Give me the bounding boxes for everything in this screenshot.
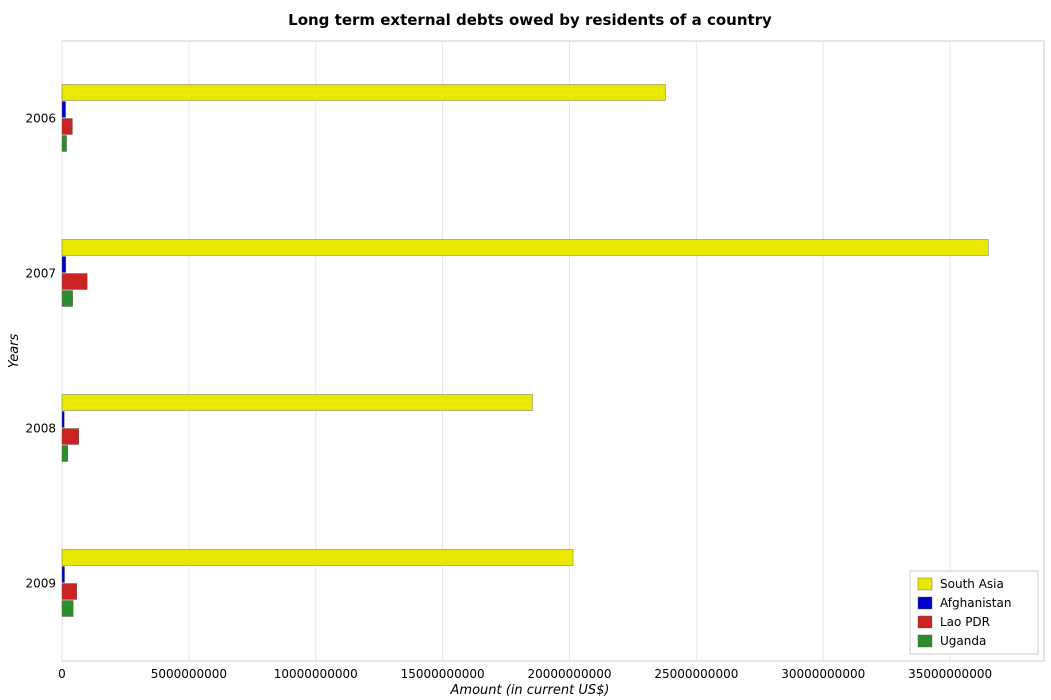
plot-area: [61, 40, 1045, 662]
x-tick-label: 10000000000: [274, 667, 358, 681]
legend-label: Lao PDR: [940, 615, 990, 629]
legend-label: South Asia: [940, 577, 1004, 591]
bar-south-asia-2008: [61, 394, 533, 411]
legend-swatch: [917, 634, 933, 648]
x-tick-label: 30000000000: [781, 667, 865, 681]
x-tick-label: 25000000000: [654, 667, 738, 681]
legend: South Asia Afghanistan Lao PDR Uganda: [909, 570, 1039, 655]
bar-lao-pdr-2009: [61, 583, 77, 600]
grid: [61, 41, 951, 661]
bar-lao-pdr-2006: [61, 118, 73, 135]
bar-afghanistan-2006: [61, 101, 66, 118]
x-tick-label: 35000000000: [908, 667, 992, 681]
x-tick-label: 20000000000: [528, 667, 612, 681]
x-tick-label: 5000000000: [151, 667, 227, 681]
bars: [61, 84, 989, 617]
x-tick-labels: 0 5000000000 10000000000 15000000000 2000000…: [58, 667, 992, 681]
bar-south-asia-2007: [61, 239, 989, 256]
x-axis-title: Amount (in current US$): [450, 683, 610, 698]
bar-lao-pdr-2007: [61, 273, 88, 290]
bar-afghanistan-2008: [61, 411, 65, 428]
legend-label: Uganda: [940, 634, 986, 648]
y-tick-label: 2008: [25, 422, 56, 436]
bar-afghanistan-2009: [61, 566, 65, 583]
y-axis-title: Years: [7, 333, 22, 368]
bar-south-asia-2009: [61, 549, 574, 566]
bar-uganda-2008: [61, 445, 69, 462]
y-tick-labels: 2006 2007 2008 2009: [25, 112, 56, 591]
bar-uganda-2007: [61, 290, 73, 307]
legend-label: Afghanistan: [940, 596, 1011, 610]
bar-uganda-2006: [61, 135, 67, 152]
bar-lao-pdr-2008: [61, 428, 79, 445]
bar-south-asia-2006: [61, 84, 666, 101]
chart-title: Long term external debts owed by residen…: [288, 11, 772, 29]
bar-afghanistan-2007: [61, 256, 67, 273]
legend-swatch: [917, 596, 933, 610]
legend-swatch: [917, 615, 933, 629]
legend-swatch: [917, 577, 933, 591]
y-tick-label: 2006: [25, 112, 56, 126]
y-tick-label: 2009: [25, 577, 56, 591]
x-tick-label: 15000000000: [401, 667, 485, 681]
x-tick-label: 0: [58, 667, 66, 681]
bar-uganda-2009: [61, 600, 74, 617]
y-tick-label: 2007: [25, 267, 56, 281]
